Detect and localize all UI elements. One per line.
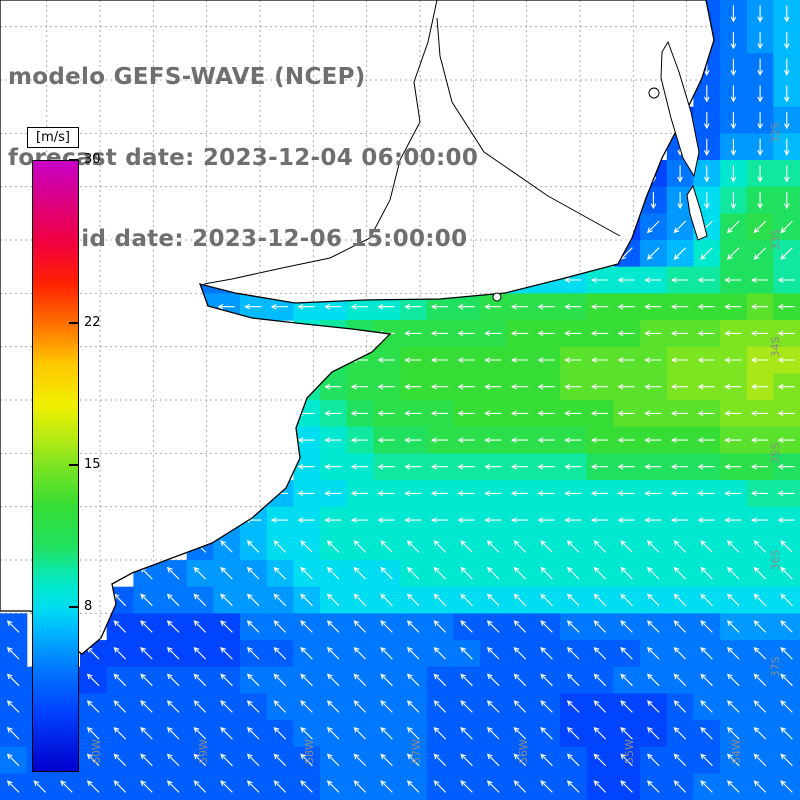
coastline (0, 0, 715, 655)
colorbar-tick-label: 22 (84, 314, 101, 330)
river-line (203, 0, 438, 285)
colorbar-tick-mark (69, 321, 78, 324)
latitude-label: 36S (769, 549, 782, 570)
colorbar-tick-mark (69, 159, 78, 161)
colorbar-unit-label: [m/s] (27, 127, 79, 148)
city-marker (648, 87, 660, 99)
colorbar-tick-label: 15 (84, 457, 101, 472)
border-line (436, 17, 621, 237)
latitude-label: 33S (769, 229, 782, 250)
latitude-label: 35S (769, 442, 782, 463)
longitude-label: 58W (303, 739, 316, 764)
city-marker (492, 292, 502, 302)
latitude-label: 37S (769, 656, 782, 677)
colorbar-gradient (32, 160, 79, 772)
lagoon (660, 40, 700, 178)
colorbar-tick-label: 8 (84, 599, 93, 615)
wave-direction-arrows (6, 5, 795, 793)
colorbar-tick-label: 30 (84, 152, 101, 167)
latitude-label: 32S (769, 122, 782, 143)
longitude-label: 57W (410, 739, 423, 764)
forecast-date-label: forecast date: 2023-12-04 06:00:00 (8, 145, 479, 171)
longitude-label: 55W (623, 739, 636, 764)
longitude-label: 56W (517, 739, 530, 764)
longitude-label: 59W (197, 739, 210, 764)
model-title: modelo GEFS-WAVE (NCEP) (8, 64, 366, 90)
colorbar-tick-mark (69, 606, 78, 609)
axis-labels: 60W 59W 58W 57W 56W 55W 54W 32S 33S 34S 35S 36S 37S (90, 122, 782, 764)
latitude-label: 34S (769, 336, 782, 357)
longitude-label: 60W (90, 739, 103, 764)
title-block: modelo GEFS-WAVE (NCEP) forecast date: 2… (8, 10, 478, 307)
colorbar-tick-mark (69, 464, 78, 466)
lagoon (686, 184, 708, 241)
longitude-label: 54W (730, 739, 743, 764)
